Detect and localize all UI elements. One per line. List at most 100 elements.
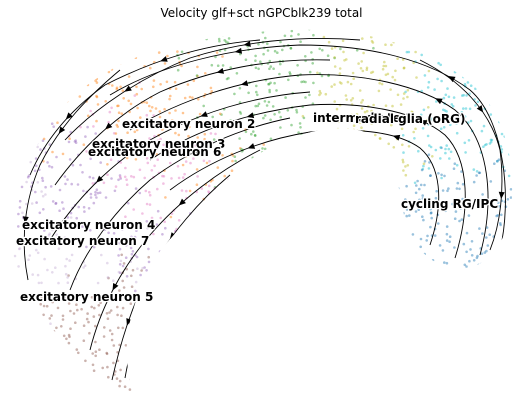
cell-point bbox=[355, 49, 359, 52]
cell-point bbox=[460, 111, 464, 114]
cell-point bbox=[360, 214, 363, 217]
cell-point bbox=[508, 146, 512, 149]
cell-point bbox=[33, 32, 37, 36]
cell-point bbox=[117, 104, 120, 108]
cell-point bbox=[510, 346, 513, 350]
cell-point bbox=[175, 308, 179, 312]
cell-point bbox=[185, 26, 188, 29]
cell-point bbox=[379, 381, 383, 385]
cell-point bbox=[215, 315, 219, 319]
cell-point bbox=[129, 102, 133, 106]
cell-point bbox=[467, 272, 471, 276]
cell-point bbox=[152, 114, 155, 117]
cell-point bbox=[106, 56, 110, 60]
cell-point bbox=[419, 237, 423, 241]
cell-point bbox=[134, 225, 138, 229]
cell-point bbox=[134, 31, 137, 34]
cell-point bbox=[159, 216, 162, 220]
cell-point bbox=[383, 371, 386, 375]
cell-point bbox=[82, 368, 86, 371]
cell-point bbox=[490, 138, 494, 142]
cell-point bbox=[43, 391, 47, 392]
cell-point bbox=[503, 42, 506, 45]
cluster-label: cycling RG/IPC bbox=[401, 197, 498, 211]
cell-point bbox=[315, 377, 319, 381]
cell-point bbox=[261, 31, 265, 34]
cell-point bbox=[341, 119, 344, 123]
cell-point bbox=[112, 344, 116, 347]
cell-point bbox=[397, 120, 400, 124]
cell-point bbox=[509, 188, 513, 191]
cell-point bbox=[259, 60, 262, 63]
cell-point bbox=[112, 361, 115, 365]
cell-point bbox=[105, 352, 109, 356]
cell-point bbox=[176, 338, 179, 341]
cell-point bbox=[13, 57, 17, 60]
cell-point bbox=[145, 277, 148, 281]
cell-point bbox=[352, 124, 356, 127]
cell-point bbox=[413, 181, 417, 185]
cell-point bbox=[236, 241, 239, 244]
cell-point bbox=[170, 177, 173, 180]
cell-point bbox=[474, 87, 477, 90]
cell-point bbox=[387, 345, 390, 348]
cell-point bbox=[217, 26, 220, 29]
cell-point bbox=[230, 372, 234, 375]
cell-point bbox=[239, 270, 242, 274]
cell-point bbox=[445, 377, 448, 381]
cell-point bbox=[475, 344, 478, 348]
cell-point bbox=[46, 62, 50, 65]
cell-point bbox=[394, 221, 398, 225]
cell-point bbox=[248, 305, 251, 308]
cell-point bbox=[81, 225, 84, 228]
cell-point bbox=[358, 362, 362, 366]
cell-point bbox=[19, 137, 22, 141]
cell-point bbox=[27, 38, 31, 42]
cell-point bbox=[16, 185, 20, 188]
cell-point bbox=[428, 267, 432, 270]
cell-point bbox=[355, 25, 358, 28]
cell-point bbox=[57, 75, 60, 79]
cell-point bbox=[284, 378, 288, 381]
cell-point bbox=[377, 184, 380, 188]
cell-point bbox=[202, 222, 205, 226]
cell-point bbox=[474, 67, 477, 71]
cell-point bbox=[67, 341, 71, 345]
cell-point bbox=[105, 351, 108, 355]
cell-point bbox=[12, 318, 14, 322]
cell-point bbox=[333, 83, 336, 86]
cell-point bbox=[116, 313, 119, 317]
cell-point bbox=[22, 55, 25, 58]
cell-point bbox=[79, 125, 82, 129]
cell-point bbox=[123, 385, 127, 389]
cell-point bbox=[64, 182, 67, 186]
cell-point bbox=[277, 155, 281, 159]
cell-point bbox=[446, 277, 449, 280]
cell-point bbox=[229, 119, 232, 122]
cell-point bbox=[474, 104, 477, 107]
cell-point bbox=[252, 130, 255, 133]
cell-point bbox=[352, 396, 355, 399]
cell-point bbox=[257, 390, 260, 392]
cell-point bbox=[198, 386, 202, 390]
cell-point bbox=[16, 321, 20, 324]
cell-point bbox=[273, 49, 277, 53]
cell-point bbox=[263, 250, 266, 254]
cell-point bbox=[152, 317, 155, 321]
cell-point bbox=[488, 68, 491, 72]
cell-point bbox=[455, 350, 458, 353]
cell-point bbox=[36, 273, 40, 277]
cell-point bbox=[213, 202, 217, 205]
cell-point bbox=[455, 131, 459, 135]
cell-point bbox=[66, 57, 69, 60]
cell-point bbox=[147, 260, 151, 264]
cell-point bbox=[262, 235, 266, 238]
cell-point bbox=[447, 56, 451, 59]
cell-point bbox=[318, 93, 321, 97]
cell-point bbox=[59, 393, 62, 396]
cell-point bbox=[240, 311, 243, 315]
cell-point bbox=[220, 113, 223, 116]
cell-point bbox=[365, 66, 369, 70]
cell-point bbox=[403, 326, 407, 329]
cell-point bbox=[58, 209, 61, 212]
